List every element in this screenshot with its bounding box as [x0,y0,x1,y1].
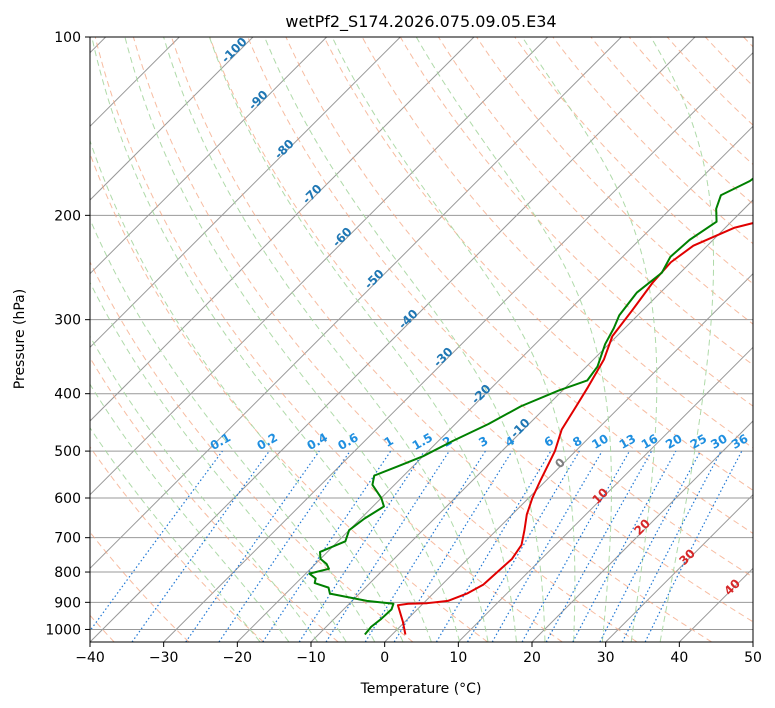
dry-adiabat [94,37,563,642]
mixing-ratio-line [325,450,450,642]
mixing-ratio-line [218,450,351,642]
moist-adiabat [264,37,546,642]
isotherm-gridline [605,493,753,642]
isotherm-gridline [457,346,753,642]
dry-adiabat [399,37,753,407]
isotherm-gridline [531,420,753,642]
moist-adiabat [208,37,517,642]
dry-adiabat [514,37,753,285]
mixing-ratio-line [393,450,513,642]
mixing-ratio-line [185,450,320,642]
moist-adiabat [415,37,612,642]
isotherm-gridline [384,272,753,642]
y-tick-label: 400 [54,387,81,403]
isotherm-gridline [236,125,753,642]
isotherm-gridline [90,37,254,201]
moist-adiabat [90,335,318,642]
y-tick-label: 600 [54,491,81,507]
x-tick-label: −10 [296,650,326,666]
y-tick-label: 800 [54,565,81,581]
y-tick-label: 1000 [45,622,81,638]
dry-adiabat [90,446,264,642]
axes: −40 −30 −20 −10 0 10 20 30 40 50 100 200 300 400 500 60… [45,30,762,666]
y-axis-title: Pressure (hPa) [12,289,28,389]
moist-adiabat [163,37,489,642]
dry-adiabat [476,37,753,325]
isotherm-gridline [90,37,475,422]
isotherm-gridline [90,37,401,349]
x-tick-label: 50 [744,650,762,666]
moist-adiabat [90,383,290,642]
mixing-ratio-line [545,450,653,642]
dry-adiabat [323,37,753,491]
isotherm-gridline [90,37,549,496]
moist-adiabat [124,37,461,642]
moist-adiabat [90,218,375,642]
dewpoint-profile-line [308,177,753,636]
chart-title: wetPf2_S174.2026.075.09.05.E34 [285,12,556,32]
temperature-profile-line [396,222,753,635]
x-tick-label: −30 [149,650,179,666]
moist-adiabat [90,139,404,642]
moist-adiabat [90,281,347,642]
mixing-ratio-line [90,450,223,632]
dry-adiabat [132,37,638,642]
mixing-ratio-line [131,450,270,642]
moist-adiabat [90,426,261,642]
dry-adiabat [90,260,414,642]
x-tick-label: 20 [523,650,541,666]
mixing-ratio-line [435,450,552,642]
moist-adiabat [521,37,658,642]
x-tick-label: −40 [75,650,105,666]
dry-adiabat [209,37,753,623]
x-tick-label: −20 [223,650,253,666]
x-tick-label: 30 [597,650,615,666]
mixing-ratio-line [572,450,677,642]
isotherm-gridline [90,37,696,642]
plot-frame [89,36,754,643]
dry-adiabat [361,37,753,449]
y-tick-label: 500 [54,444,81,460]
isotherm-gridline [163,51,753,642]
x-tick-label: 0 [380,650,389,666]
y-tick-label: 300 [54,313,81,329]
moist-adiabat [650,37,715,642]
mixing-ratio-line [491,450,603,642]
mixing-ratio-line [466,450,580,642]
mixing-ratio-line [364,450,486,642]
x-tick-label: 40 [670,650,688,666]
x-tick-label: 10 [449,650,467,666]
isotherm-gridline [90,37,622,570]
isotherm-gridline [90,37,328,275]
dry-adiabat [628,37,753,166]
y-tick-label: 900 [54,595,81,611]
y-tick-label: 100 [54,30,81,46]
y-tick-label: 700 [54,531,81,547]
dry-adiabat [247,37,753,578]
x-axis-title: Temperature (°C) [360,681,482,697]
mixing-ratio-line [521,450,631,642]
y-tick-label: 200 [54,208,81,224]
moist-adiabat [331,37,576,642]
moist-adiabat [91,37,432,642]
